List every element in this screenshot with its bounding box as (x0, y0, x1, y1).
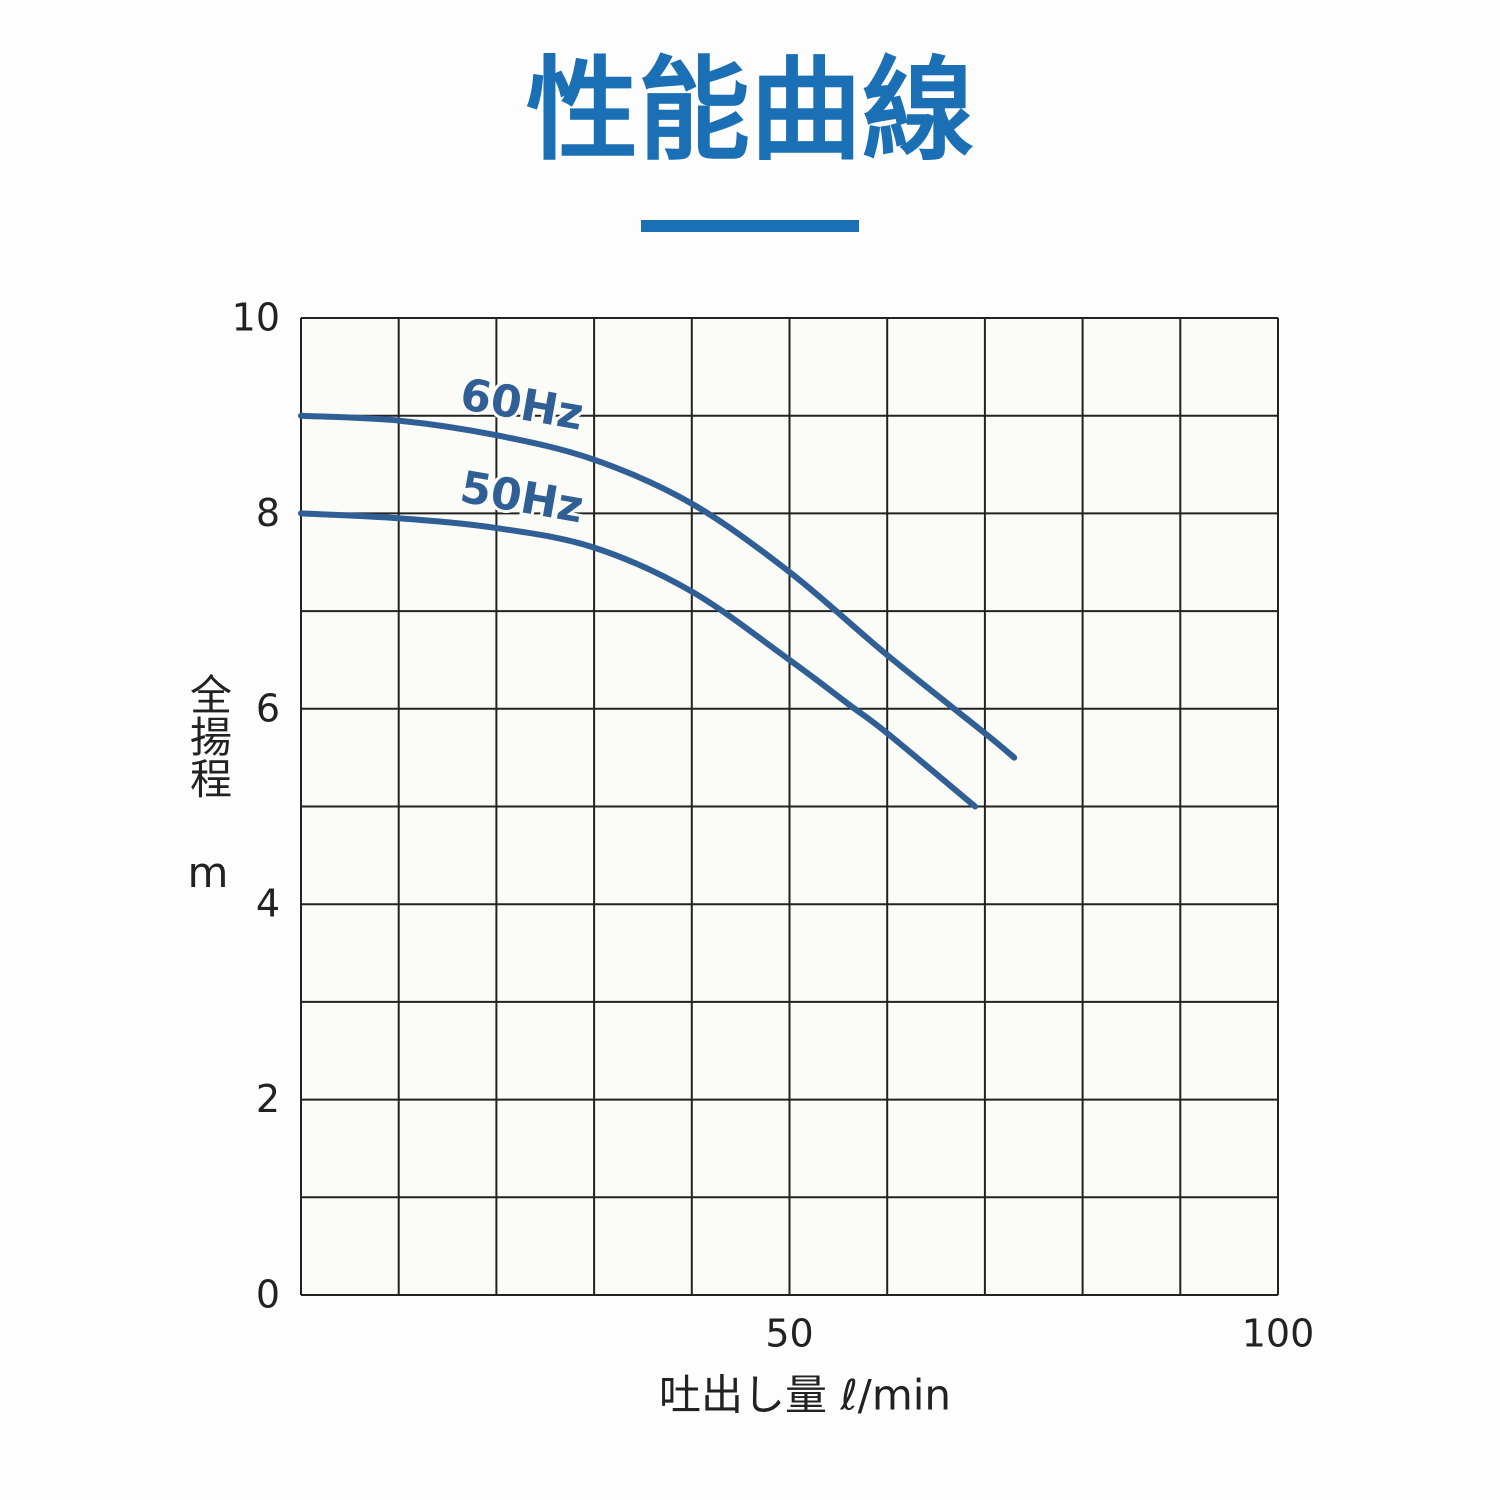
y-tick-label: 8 (256, 491, 280, 535)
chart-title: 性能曲線 (526, 46, 974, 176)
series-line (298, 412, 1018, 761)
y-tick-label: 4 (256, 882, 280, 926)
y-tick-label: 0 (256, 1273, 280, 1317)
x-tick-label: 100 (1242, 1312, 1315, 1356)
y-axis-label: 全揚程 m (184, 673, 233, 897)
title-underline (641, 220, 859, 232)
y-tick-label: 6 (256, 686, 280, 730)
y-tick-label: 10 (232, 296, 280, 340)
series-line (298, 510, 979, 810)
x-axis-label: 吐出し量 ℓ/min (659, 1371, 951, 1420)
y-tick-label: 2 (256, 1077, 280, 1121)
x-tick-label: 50 (765, 1312, 813, 1356)
